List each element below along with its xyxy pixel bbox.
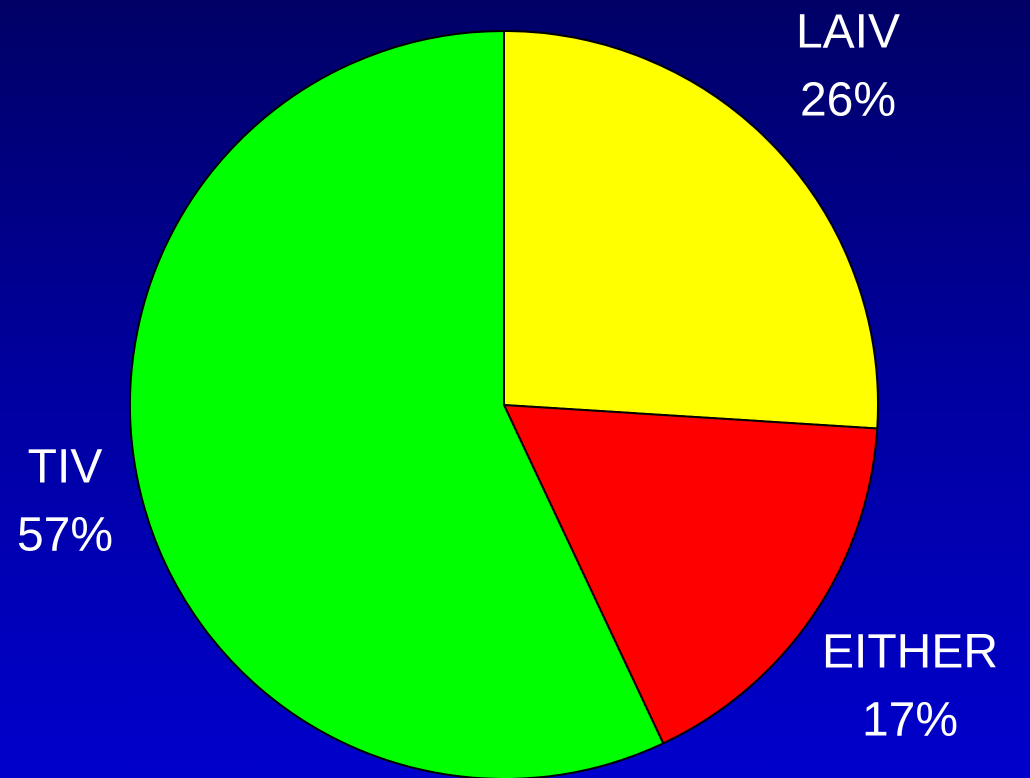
slice-value-label: 26% [800, 74, 896, 127]
slice-label: TIV [28, 441, 103, 494]
slice-value-label: 17% [862, 694, 958, 747]
pie-slice [503, 30, 879, 430]
slice-label: EITHER [822, 626, 998, 679]
pie-slice [129, 30, 665, 778]
slice-value-label: 57% [17, 509, 113, 562]
slice-label: LAIV [796, 6, 900, 59]
pie-slice [503, 404, 879, 745]
